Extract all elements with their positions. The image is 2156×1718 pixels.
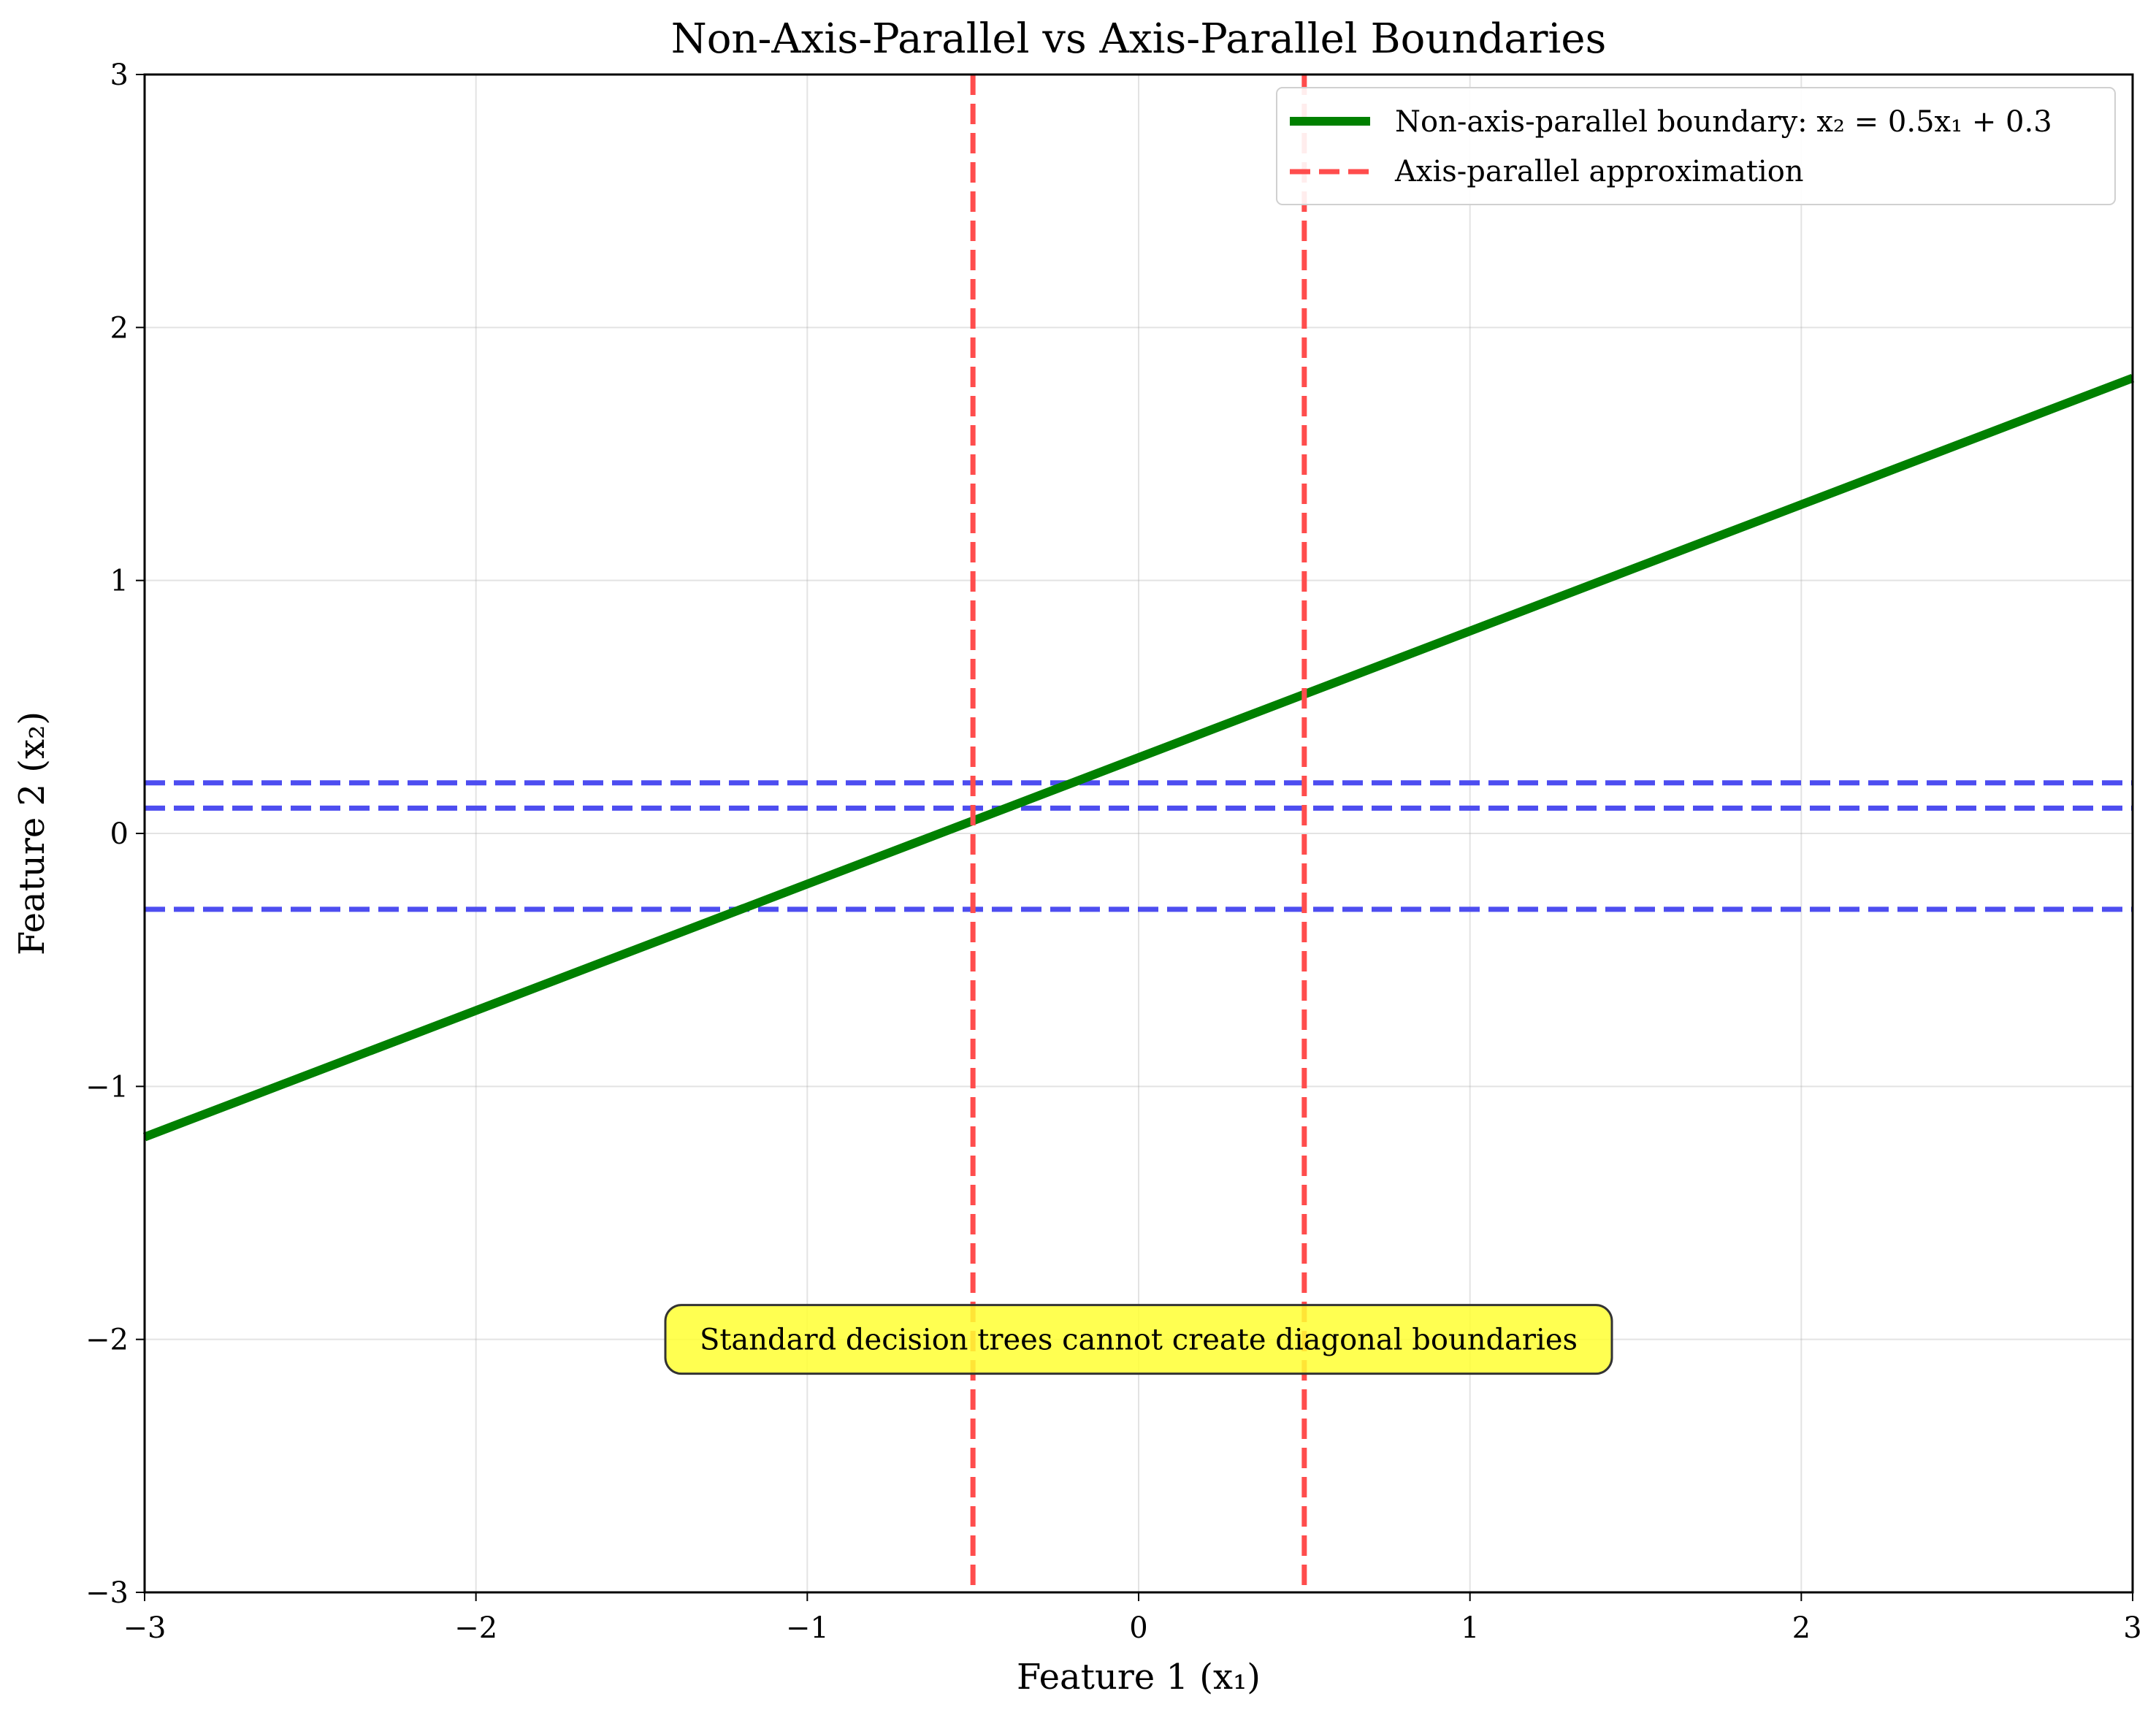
x-tick-label: −2 <box>454 1611 497 1645</box>
x-tick-label: 2 <box>1792 1611 1811 1645</box>
y-tick-label: 1 <box>110 565 129 598</box>
legend: Non-axis-parallel boundary: x₂ = 0.5x₁ +… <box>1276 87 2116 205</box>
legend-label-diagonal: Non-axis-parallel boundary: x₂ = 0.5x₁ +… <box>1395 105 2052 139</box>
tick-layer: −3 −2 −1 0 1 2 3 −3 −2 −1 0 1 2 3 <box>85 58 2142 1645</box>
y-tick-label: −1 <box>85 1070 129 1104</box>
y-tick-label: −2 <box>85 1324 129 1357</box>
y-tick-label: −3 <box>85 1576 129 1610</box>
legend-box <box>1276 87 2116 205</box>
annotation-layer: Standard decision trees cannot create di… <box>664 1304 1613 1375</box>
y-tick-label: 2 <box>110 311 129 345</box>
x-axis-label: Feature 1 (x₁) <box>1017 1657 1261 1698</box>
x-tick-label: −3 <box>123 1611 167 1645</box>
annotation-text: Standard decision trees cannot create di… <box>700 1324 1578 1357</box>
x-tick-label: 0 <box>1129 1611 1147 1645</box>
y-tick-label: 0 <box>110 817 129 851</box>
y-axis-label: Feature 2 (x₂) <box>12 711 53 955</box>
x-tick-label: −1 <box>786 1611 829 1645</box>
legend-label-axis-parallel: Axis-parallel approximation <box>1394 155 1804 188</box>
y-tick-label: 3 <box>110 58 129 92</box>
annotation-box <box>664 1304 1613 1375</box>
x-tick-label: 3 <box>2123 1611 2141 1645</box>
diagonal-boundary-line <box>142 373 2135 1142</box>
chart-title: Non-Axis-Parallel vs Axis-Parallel Bound… <box>671 15 1607 63</box>
x-tick-label: 1 <box>1461 1611 1479 1645</box>
